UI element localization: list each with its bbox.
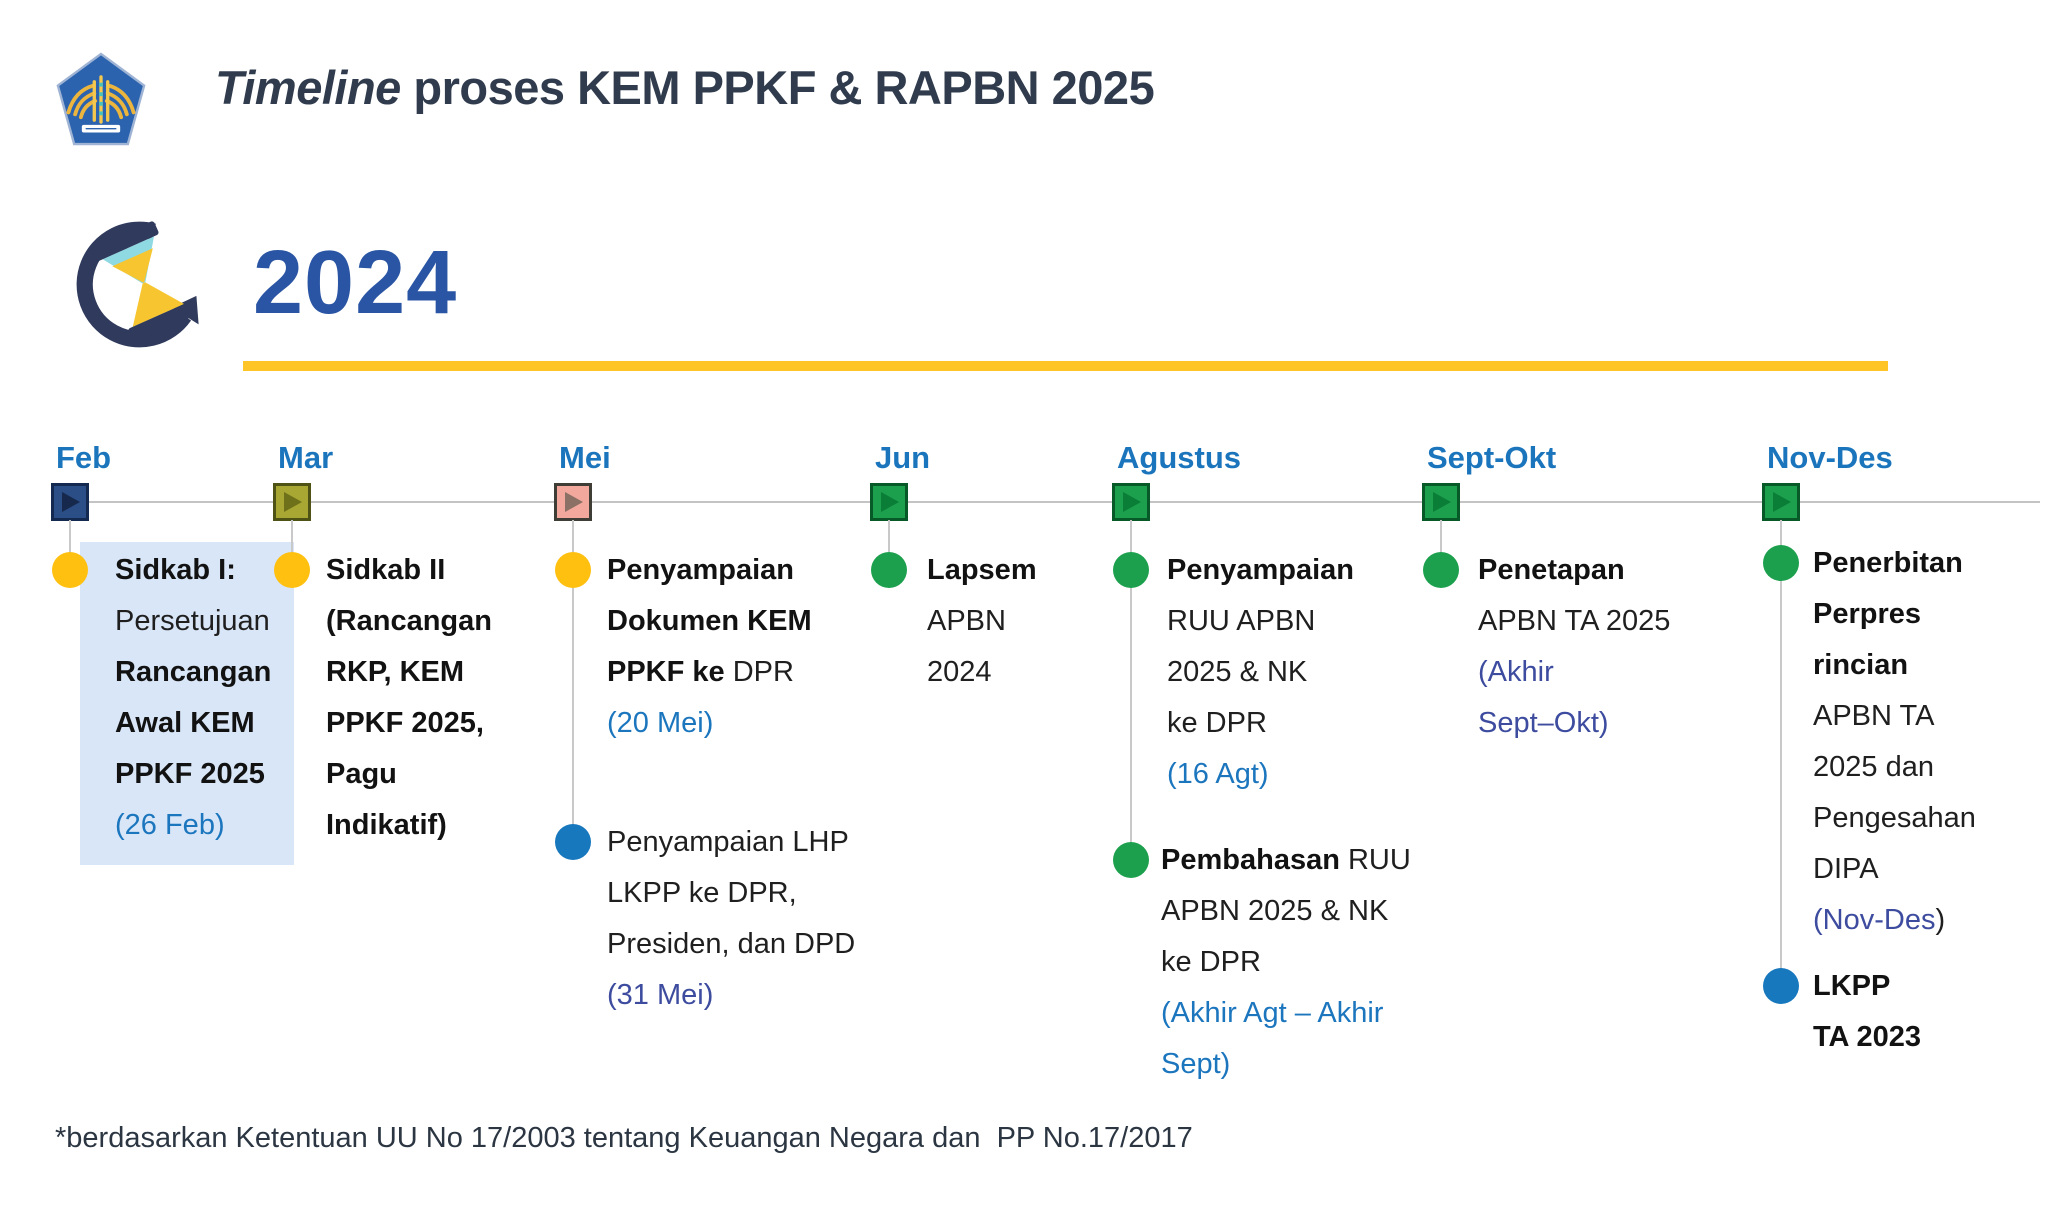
event-bullet	[1763, 545, 1799, 581]
event-text: Lapsem APBN 2024	[927, 554, 1037, 688]
event-bullet	[1113, 552, 1149, 588]
event-text: Sidkab II (Rancangan RKP, KEM PPKF 2025, Pag…	[326, 554, 492, 841]
page-title: Timeline proses KEM PPKF & RAPBN 2025	[215, 60, 1155, 115]
month-marker-icon	[870, 483, 908, 521]
event-text: LKPP TA 2023	[1813, 970, 1921, 1053]
year-label: 2024	[253, 233, 458, 333]
event-bullet	[274, 552, 310, 588]
event-text: Penyampaian RUU APBN 2025 & NK ke DPR (16 Ag…	[1167, 554, 1354, 790]
event-text: Penyampaian LHP LKPP ke DPR, Presiden, dan…	[607, 826, 856, 1011]
page-title-rest: proses KEM PPKF & RAPBN 2025	[400, 61, 1155, 114]
event-bullet	[1763, 968, 1799, 1004]
event-bullet	[1423, 552, 1459, 588]
event-text: Penetapan APBN TA 2025 (Akhir Sept–Okt)	[1478, 554, 1671, 739]
event-text: Penyampaian Dokumen KEM PPKF ke DPR (20 Mei…	[607, 554, 812, 739]
footnote: *berdasarkan Ketentuan UU No 17/2003 ten…	[55, 1122, 1193, 1154]
month-label: Mar	[278, 440, 334, 475]
month-marker-icon	[554, 483, 592, 521]
connector-line	[1780, 520, 1782, 986]
month-marker-icon	[1112, 483, 1150, 521]
event-text: Pembahasan RUU APBN 2025 & NK ke DPR (Akhir…	[1161, 844, 1411, 1080]
highlight-box	[80, 542, 294, 865]
month-marker-icon	[1422, 483, 1460, 521]
connector-line	[888, 520, 890, 552]
month-label: Nov-Des	[1767, 440, 1893, 475]
page-title-italic: Timeline	[215, 61, 401, 114]
month-label: Jun	[875, 440, 931, 475]
connector-line	[1440, 520, 1442, 553]
kemenkeu-logo-icon	[56, 52, 146, 146]
timeline-axis	[52, 501, 2040, 503]
connector-line	[69, 520, 71, 553]
year-underline	[243, 361, 1888, 371]
month-label: Feb	[56, 440, 112, 475]
event-bullet	[52, 552, 88, 588]
hourglass-cycle-icon	[76, 221, 199, 348]
month-marker-icon	[1762, 483, 1800, 521]
month-marker-icon	[51, 483, 89, 521]
month-label: Mei	[559, 440, 611, 475]
month-marker-icon	[273, 483, 311, 521]
event-bullet	[1113, 842, 1149, 878]
event-text: Penerbitan Perpres rincian APBN TA 2025 dan P…	[1813, 547, 1976, 936]
event-bullet	[555, 824, 591, 860]
month-label: Agustus	[1117, 440, 1241, 475]
connector-line	[291, 520, 293, 553]
event-text: Sidkab I: Persetujuan Rancangan Awal KEM PPK…	[115, 554, 272, 841]
event-bullet	[871, 552, 907, 588]
event-bullet	[555, 552, 591, 588]
connector-line	[1130, 520, 1132, 860]
connector-line	[572, 520, 574, 842]
month-label: Sept-Okt	[1427, 440, 1557, 475]
